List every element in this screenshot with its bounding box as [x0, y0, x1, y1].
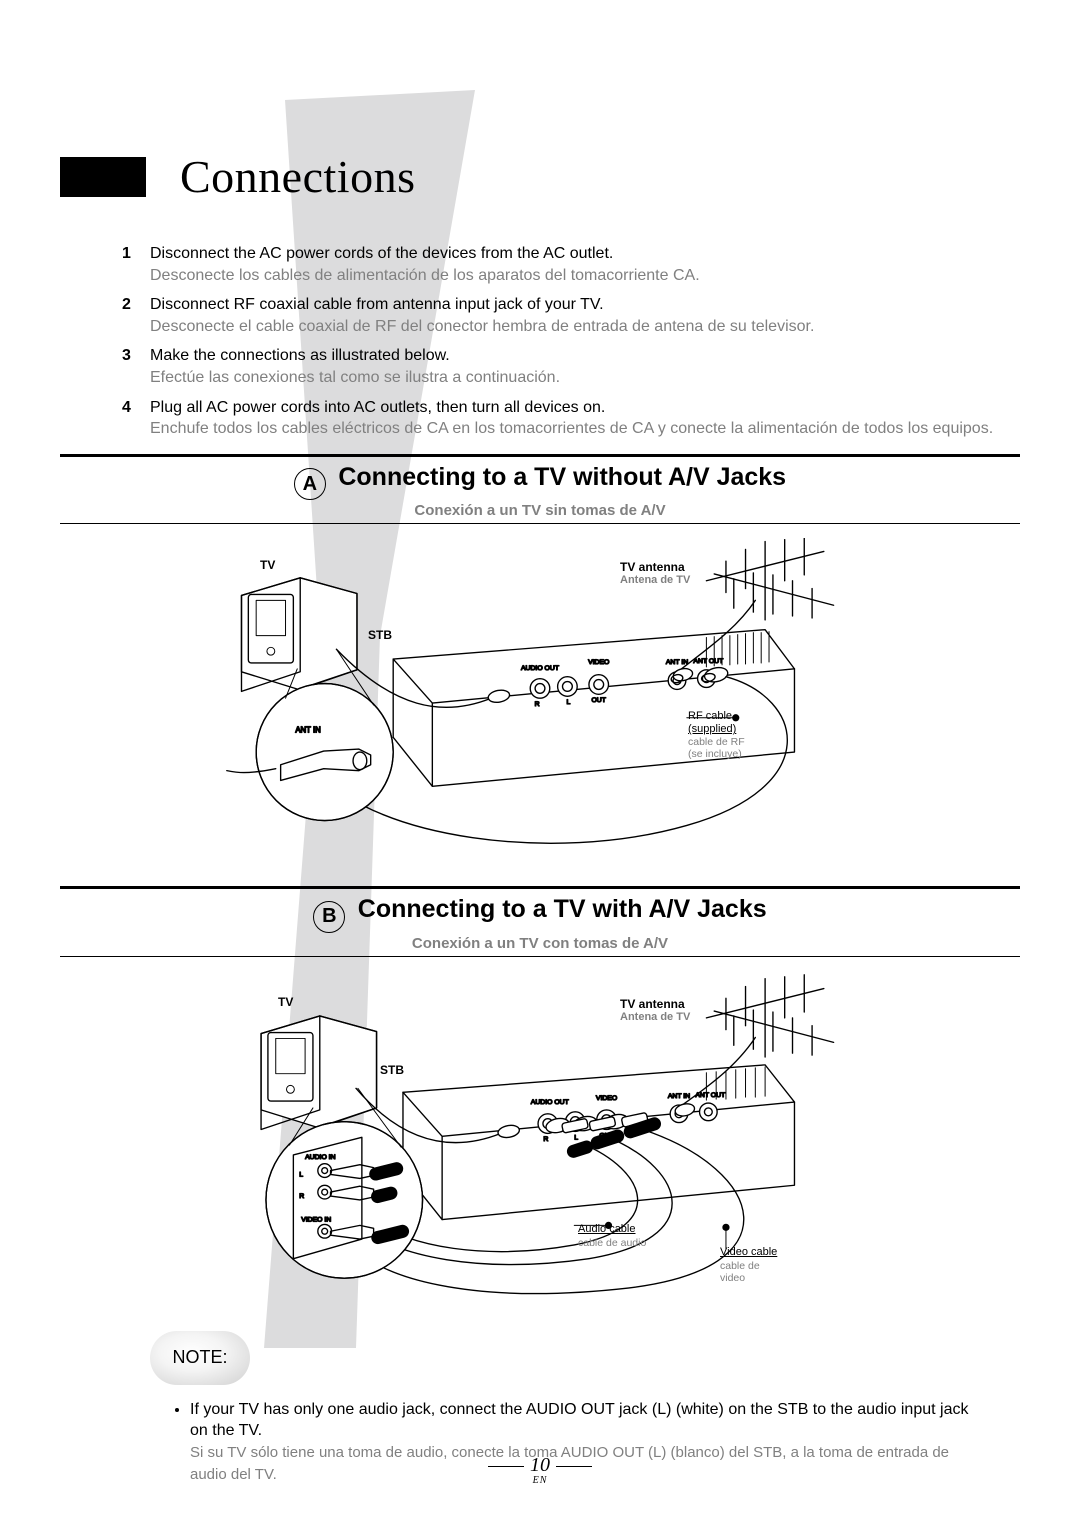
svg-text:AUDIO IN: AUDIO IN — [305, 1154, 335, 1161]
svg-text:R: R — [543, 1136, 548, 1143]
label-tv: TV — [278, 995, 293, 1009]
label-antenna-es: Antena de TV — [620, 574, 690, 586]
label-video-cable-es2: video — [720, 1272, 745, 1284]
svg-text:R: R — [535, 701, 540, 708]
svg-text:OUT: OUT — [591, 697, 606, 704]
label-audio-cable-es: cable de audio — [578, 1237, 646, 1249]
step-text-en: Plug all AC power cords into AC outlets,… — [150, 399, 605, 416]
step-text-es: Desconecte el cable coaxial de RF del co… — [150, 318, 814, 335]
label-video-cable-en: Video cable — [720, 1246, 777, 1258]
label-stb: STB — [368, 628, 392, 642]
step-2: 2 Disconnect RF coaxial cable from anten… — [150, 294, 1010, 337]
note-en: If your TV has only one audio jack, conn… — [190, 1401, 968, 1440]
label-antenna-en: TV antenna — [620, 997, 685, 1011]
label-tv: TV — [260, 558, 275, 572]
step-text-en: Disconnect the AC power cords of the dev… — [150, 245, 613, 262]
step-number: 3 — [122, 345, 131, 367]
step-number: 2 — [122, 294, 131, 316]
note-heading: NOTE: — [172, 1347, 227, 1368]
svg-text:L: L — [566, 699, 570, 706]
step-text-es: Efectúe las conexiones tal como se ilust… — [150, 369, 560, 386]
label-rf-es2: (se incluye) — [688, 748, 742, 760]
section-subtitle: Conexión a un TV con tomas de A/V — [60, 935, 1020, 952]
label-rf-en: RF cable — [688, 710, 732, 722]
step-text-en: Make the connections as illustrated belo… — [150, 347, 450, 364]
step-number: 1 — [122, 243, 131, 265]
divider — [60, 454, 1020, 457]
label-video-cable-es1: cable de — [720, 1260, 760, 1272]
step-3: 3 Make the connections as illustrated be… — [150, 345, 1010, 388]
section-a-heading: A Connecting to a TV without A/V Jacks C… — [60, 463, 1020, 520]
step-text-es: Enchufe todos los cables eléctricos de C… — [150, 420, 993, 437]
step-1: 1 Disconnect the AC power cords of the d… — [150, 243, 1010, 286]
section-badge-a: A — [294, 468, 326, 500]
svg-text:ANT OUT: ANT OUT — [695, 1092, 726, 1099]
steps-list: 1 Disconnect the AC power cords of the d… — [60, 243, 1020, 440]
step-4: 4 Plug all AC power cords into AC outlet… — [150, 397, 1010, 440]
diagram-b: AUDIO OUT R L VIDEO OUT ANT IN ANT OUT — [80, 971, 1000, 1331]
title-block-icon — [60, 157, 146, 197]
section-title: Connecting to a TV with A/V Jacks — [358, 895, 767, 923]
divider — [60, 523, 1020, 524]
divider — [60, 956, 1020, 957]
title-row: Connections — [60, 150, 1020, 203]
label-rf-supplied: (supplied) — [688, 723, 736, 735]
page-title: Connections — [180, 150, 415, 203]
note-badge: NOTE: — [150, 1331, 250, 1385]
svg-text:ANT IN: ANT IN — [668, 1093, 690, 1100]
svg-text:L: L — [574, 1134, 578, 1141]
svg-text:ANT IN: ANT IN — [295, 726, 320, 735]
label-rf-es1: cable de RF — [688, 736, 745, 748]
svg-text:AUDIO OUT: AUDIO OUT — [531, 1099, 570, 1106]
note-item: If your TV has only one audio jack, conn… — [190, 1399, 980, 1485]
diagram-a: AUDIO OUT R L VIDEO OUT ANT IN ANT OUT — [80, 538, 1000, 878]
svg-text:VIDEO: VIDEO — [596, 1095, 617, 1102]
svg-text:VIDEO: VIDEO — [588, 659, 609, 666]
label-audio-cable-en: Audio cable — [578, 1223, 636, 1235]
svg-text:R: R — [299, 1193, 304, 1200]
section-b-heading: B Connecting to a TV with A/V Jacks Cone… — [60, 895, 1020, 952]
svg-text:VIDEO IN: VIDEO IN — [301, 1216, 331, 1223]
note-es: Si su TV sólo tiene una toma de audio, c… — [190, 1444, 949, 1483]
note-list: If your TV has only one audio jack, conn… — [60, 1399, 1020, 1485]
label-stb: STB — [380, 1063, 404, 1077]
label-antenna-es: Antena de TV — [620, 1011, 690, 1023]
svg-text:ANT OUT: ANT OUT — [693, 658, 724, 665]
step-number: 4 — [122, 397, 131, 419]
svg-text:ANT IN: ANT IN — [666, 659, 688, 666]
step-text-en: Disconnect RF coaxial cable from antenna… — [150, 296, 604, 313]
divider — [60, 886, 1020, 889]
svg-text:L: L — [299, 1171, 303, 1178]
step-text-es: Desconecte los cables de alimentación de… — [150, 267, 700, 284]
section-subtitle: Conexión a un TV sin tomas de A/V — [60, 502, 1020, 519]
label-antenna-en: TV antenna — [620, 560, 685, 574]
section-title: Connecting to a TV without A/V Jacks — [338, 463, 786, 491]
section-badge-b: B — [313, 901, 345, 933]
svg-text:AUDIO OUT: AUDIO OUT — [521, 665, 560, 672]
